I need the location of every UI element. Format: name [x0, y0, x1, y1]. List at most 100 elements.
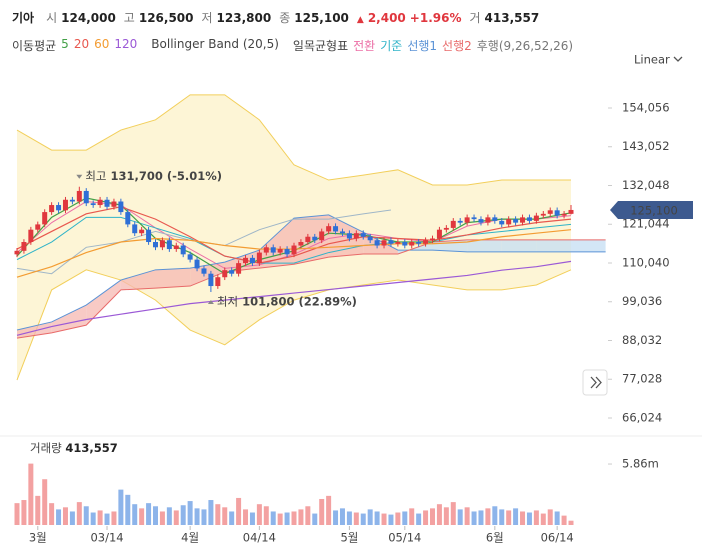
- volume-bar: [402, 511, 408, 525]
- candle-body: [547, 210, 553, 214]
- ichimoku-line: [16, 239, 606, 339]
- candle-body: [21, 242, 27, 251]
- y-tick-label: 143,052: [622, 139, 670, 153]
- volume-bar: [513, 508, 519, 525]
- volume-bar: [125, 494, 131, 525]
- low-value: 123,800: [216, 11, 272, 25]
- volume-bar: [132, 504, 138, 525]
- volume-bar: [360, 513, 366, 525]
- candle-body: [436, 229, 442, 239]
- cloud-segment: [51, 305, 87, 333]
- candle-body: [243, 257, 249, 264]
- candle-body: [28, 229, 34, 243]
- ma-60[interactable]: 60: [94, 37, 110, 51]
- ichimoku-span1[interactable]: 선행1: [407, 39, 438, 53]
- volume-value: 413,557: [65, 441, 117, 455]
- volume-bar: [430, 508, 435, 525]
- ma-label[interactable]: 이동평균: [12, 39, 57, 53]
- volume-bar: [90, 512, 96, 525]
- scale-label[interactable]: Linear: [634, 53, 670, 67]
- volume-bar: [540, 513, 546, 525]
- volume-bar: [21, 500, 27, 525]
- ma-120[interactable]: 120: [114, 37, 138, 51]
- ma-5[interactable]: 5: [61, 37, 69, 51]
- volume-bar: [56, 509, 62, 525]
- candle-body: [62, 199, 68, 211]
- ichimoku-conversion[interactable]: 전환: [353, 39, 376, 53]
- volume-bar: [478, 510, 484, 525]
- volume-bar: [305, 506, 311, 525]
- candle-body: [339, 231, 345, 234]
- annotation-arrow: [207, 300, 214, 305]
- up-arrow-icon: ▲: [356, 15, 364, 25]
- volume-bar: [249, 512, 255, 525]
- candle-body: [353, 233, 359, 239]
- volume-bar: [450, 502, 456, 525]
- candle-body: [49, 205, 55, 213]
- open-value: 124,000: [61, 11, 116, 25]
- ma-20[interactable]: 20: [73, 37, 90, 51]
- annotation-value: 101,800 (22.89%): [242, 295, 357, 309]
- candle-body: [312, 236, 318, 241]
- volume-bar: [236, 497, 242, 525]
- candle-body: [118, 201, 124, 213]
- candle-body: [409, 242, 415, 246]
- button-frame[interactable]: [582, 369, 608, 396]
- ichimoku-line: [16, 214, 606, 331]
- annotation-value: 131,700 (-5.01%): [110, 169, 222, 183]
- candle-body: [326, 226, 332, 232]
- volume-bar: [374, 511, 380, 525]
- high-value: 126,500: [138, 11, 194, 25]
- candle-body: [374, 240, 380, 246]
- candle-body: [526, 217, 532, 221]
- volume-bar: [42, 479, 48, 525]
- x-tick-label: 5월: [340, 531, 358, 545]
- volume-bar: [547, 509, 553, 525]
- ichimoku-base[interactable]: 기준: [380, 39, 403, 53]
- ichimoku-lagging[interactable]: 후행(9,26,52,26): [476, 39, 574, 53]
- candle-body: [554, 210, 560, 216]
- volume-bar: [436, 504, 442, 525]
- scale-toggle[interactable]: Linear: [634, 53, 683, 67]
- volume-bar: [111, 511, 117, 525]
- x-tick-label: 05/14: [388, 531, 421, 545]
- volume-title: 거래량 413,557: [30, 441, 118, 455]
- volume-bar: [83, 506, 89, 525]
- change-value: 2,400: [367, 11, 406, 25]
- volume-bar: [443, 507, 449, 525]
- volume-bar: [69, 511, 75, 525]
- candle-body: [561, 213, 567, 216]
- ichimoku-label[interactable]: 일목균형표: [292, 39, 349, 53]
- y-tick-label: 121,044: [622, 217, 670, 231]
- candle-body: [381, 240, 387, 246]
- candle-body: [291, 245, 297, 255]
- candle-body: [450, 220, 456, 228]
- price-tag: [610, 200, 693, 219]
- candle-body: [42, 212, 48, 225]
- volume-bar: [312, 513, 318, 525]
- volume-bar: [208, 500, 214, 525]
- candle-body: [430, 238, 435, 241]
- volume-bar: [416, 513, 422, 525]
- volume-bar: [423, 510, 429, 525]
- volume-bar: [353, 512, 359, 525]
- x-tick-label: 04/14: [243, 531, 276, 545]
- scroll-latest-button[interactable]: [582, 369, 608, 396]
- open-label: 시: [46, 11, 58, 25]
- ichimoku-span2[interactable]: 선행2: [442, 39, 472, 53]
- candle-body: [215, 277, 221, 287]
- volume-bar: [561, 515, 567, 525]
- low-label: 저: [201, 11, 213, 25]
- volume-bar: [180, 505, 186, 525]
- volume-bar: [243, 509, 249, 525]
- candle-body: [520, 217, 526, 223]
- volume-plot: [14, 463, 574, 525]
- volume-bar: [499, 509, 505, 525]
- cloud-segment: [259, 218, 294, 269]
- candle-body: [90, 203, 96, 206]
- candle-body: [125, 212, 131, 225]
- candle-body: [305, 236, 311, 243]
- bollinger-label[interactable]: Bollinger Band (20,5): [151, 37, 279, 51]
- candle-body: [35, 224, 41, 230]
- volume-bar: [339, 508, 345, 525]
